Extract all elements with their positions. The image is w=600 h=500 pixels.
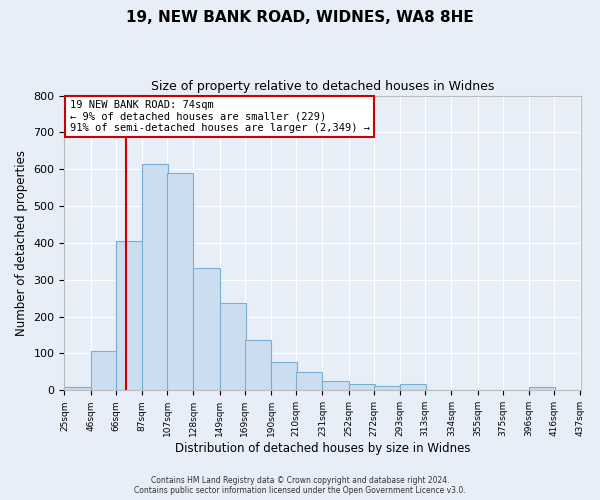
Bar [193, 268, 220, 390]
Bar [296, 372, 322, 390]
Bar [349, 384, 375, 390]
Bar [91, 351, 117, 391]
Bar [142, 164, 169, 390]
Bar [271, 362, 298, 390]
Text: 19, NEW BANK ROAD, WIDNES, WA8 8HE: 19, NEW BANK ROAD, WIDNES, WA8 8HE [126, 10, 474, 25]
Bar [529, 388, 556, 390]
Bar [374, 386, 400, 390]
Text: Contains HM Land Registry data © Crown copyright and database right 2024.
Contai: Contains HM Land Registry data © Crown c… [134, 476, 466, 495]
Bar [220, 303, 246, 390]
Text: 19 NEW BANK ROAD: 74sqm
← 9% of detached houses are smaller (229)
91% of semi-de: 19 NEW BANK ROAD: 74sqm ← 9% of detached… [70, 100, 370, 133]
Y-axis label: Number of detached properties: Number of detached properties [15, 150, 28, 336]
Bar [400, 384, 427, 390]
Bar [64, 388, 91, 390]
Bar [167, 172, 193, 390]
Bar [245, 340, 271, 390]
Bar [116, 241, 142, 390]
X-axis label: Distribution of detached houses by size in Widnes: Distribution of detached houses by size … [175, 442, 470, 455]
Title: Size of property relative to detached houses in Widnes: Size of property relative to detached ho… [151, 80, 494, 93]
Bar [322, 381, 349, 390]
